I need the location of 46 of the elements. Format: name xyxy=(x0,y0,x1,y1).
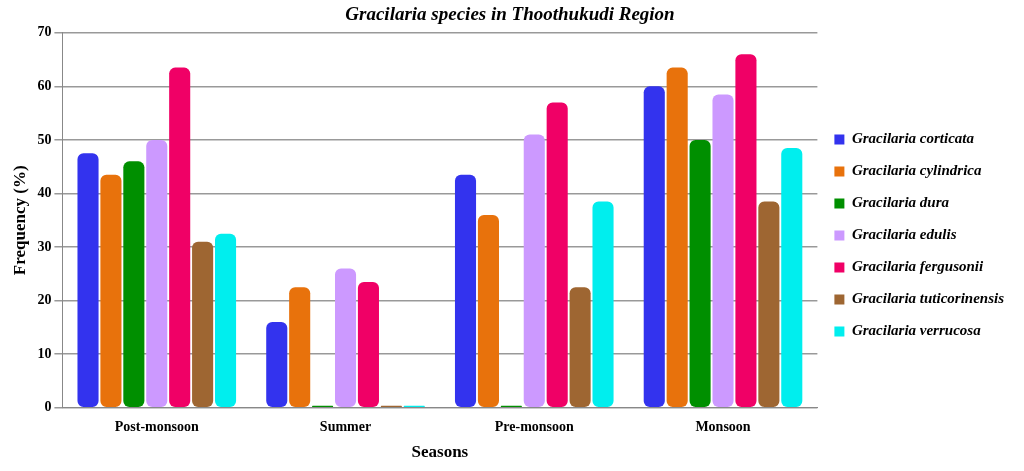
bar xyxy=(735,54,757,408)
bar xyxy=(689,139,711,408)
y-tick-label: 0 xyxy=(44,399,52,415)
bar xyxy=(712,94,734,408)
bar xyxy=(758,201,780,408)
x-tick-label: Summer xyxy=(319,418,372,434)
bar xyxy=(123,161,145,408)
x-tick-label: Monsoon xyxy=(695,418,751,434)
y-axis-title: Frequency (%) xyxy=(9,165,29,276)
y-tick-label: 60 xyxy=(37,77,52,93)
y-tick-label: 70 xyxy=(37,24,52,40)
bar xyxy=(334,268,357,408)
bar xyxy=(192,241,214,408)
legend-label: Gracilaria tuticorinensis xyxy=(851,290,1005,307)
bar xyxy=(546,102,568,408)
bar xyxy=(146,139,168,408)
legend-label: Gracilaria dura xyxy=(851,194,950,211)
y-tick-label: 50 xyxy=(37,131,52,147)
bar xyxy=(569,287,591,408)
bar xyxy=(77,153,99,408)
y-tick-label: 30 xyxy=(37,238,52,254)
y-tick-label: 10 xyxy=(37,345,52,361)
bar xyxy=(289,287,311,408)
legend-label: Gracilaria corticata xyxy=(851,130,975,147)
legend-label: Gracilaria verrucosa xyxy=(851,322,982,339)
legend-label: Gracilaria edulis xyxy=(851,226,957,243)
y-tick-label: 40 xyxy=(37,185,52,201)
bar xyxy=(781,147,803,408)
bar xyxy=(214,233,237,408)
bar xyxy=(592,201,614,408)
legend-label: Gracilaria cylindrica xyxy=(851,162,982,179)
bar xyxy=(454,174,477,408)
chart-title: Gracilaria species in Thoothukudi Region xyxy=(345,3,675,25)
bar xyxy=(357,281,379,408)
x-axis-title: Seasons xyxy=(411,442,469,462)
bar xyxy=(523,134,545,408)
y-tick-label: 20 xyxy=(37,292,52,308)
x-tick-label: Post-monsoon xyxy=(114,418,199,434)
bar xyxy=(169,67,191,408)
x-tick-label: Pre-monsoon xyxy=(494,418,575,434)
bar xyxy=(100,174,122,408)
bar xyxy=(643,86,665,408)
legend-label: Gracilaria fergusonii xyxy=(851,258,984,275)
bar xyxy=(666,67,688,408)
bar xyxy=(266,322,288,408)
bar xyxy=(477,214,499,408)
